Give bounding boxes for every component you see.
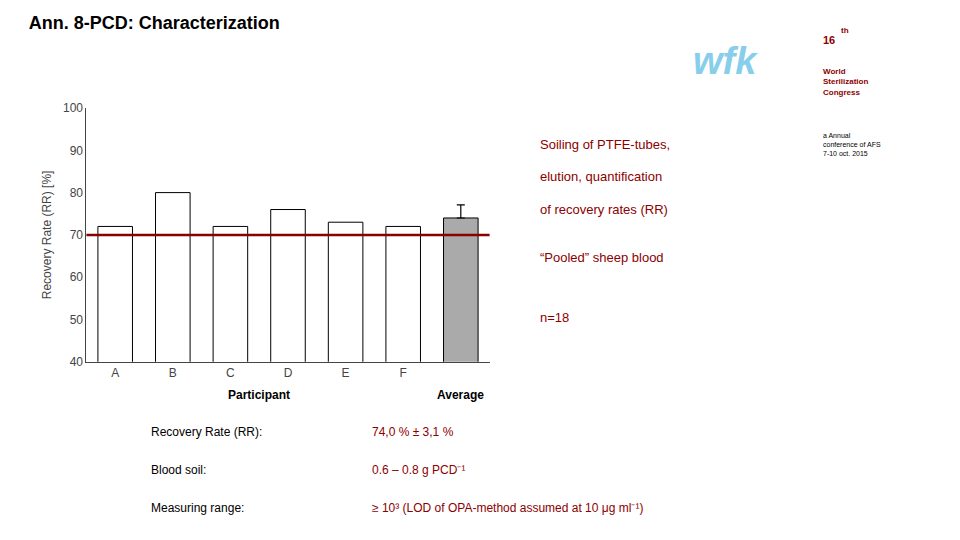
svg-text:≥ 10³ (LOD of OPA-method assum: ≥ 10³ (LOD of OPA-method assumed at 10 μ…: [372, 501, 643, 515]
svg-text:C: C: [226, 366, 235, 380]
svg-text:40: 40: [70, 355, 84, 369]
svg-text:Blood soil:: Blood soil:: [151, 463, 206, 477]
svg-text:Measuring range:: Measuring range:: [151, 501, 244, 515]
svg-text:Average: Average: [437, 388, 484, 402]
svg-text:Recovery Rate (RR):: Recovery Rate (RR):: [151, 425, 262, 439]
svg-text:100: 100: [63, 101, 83, 115]
svg-text:“Pooled” sheep blood: “Pooled” sheep blood: [540, 250, 664, 265]
svg-text:B: B: [169, 366, 177, 380]
svg-text:60: 60: [70, 270, 84, 284]
svg-text:50: 50: [70, 313, 84, 327]
svg-text:Participant: Participant: [228, 388, 290, 402]
svg-text:n=18: n=18: [540, 310, 569, 325]
svg-text:90: 90: [70, 144, 84, 158]
svg-text:70: 70: [70, 228, 84, 242]
svg-text:Ann. 8-PCD: Characterization: Ann. 8-PCD: Characterization: [29, 13, 280, 33]
svg-text:th: th: [841, 26, 849, 35]
svg-text:16: 16: [823, 34, 835, 46]
svg-text:E: E: [342, 366, 350, 380]
svg-text:elution, quantification: elution, quantification: [540, 169, 662, 184]
svg-text:Soiling of PTFE-tubes,: Soiling of PTFE-tubes,: [540, 137, 670, 152]
svg-text:A: A: [111, 366, 119, 380]
svg-text:of recovery rates (RR): of recovery rates (RR): [540, 202, 668, 217]
svg-text:74,0 % ± 3,1 %: 74,0 % ± 3,1 %: [372, 425, 454, 439]
svg-text:D: D: [284, 366, 293, 380]
svg-text:Recovery Rate (RR) [%]: Recovery Rate (RR) [%]: [40, 171, 54, 300]
svg-text:80: 80: [70, 186, 84, 200]
svg-text:WorldSterilizationCongress: WorldSterilizationCongress: [823, 67, 868, 97]
svg-text:wfk: wfk: [693, 40, 758, 82]
svg-text:0.6 – 0.8 g PCD⁻¹: 0.6 – 0.8 g PCD⁻¹: [372, 463, 465, 477]
svg-text:a Annualconference of AFS7-10: a Annualconference of AFS7-10 oct. 2015: [823, 132, 881, 157]
svg-text:F: F: [400, 366, 407, 380]
